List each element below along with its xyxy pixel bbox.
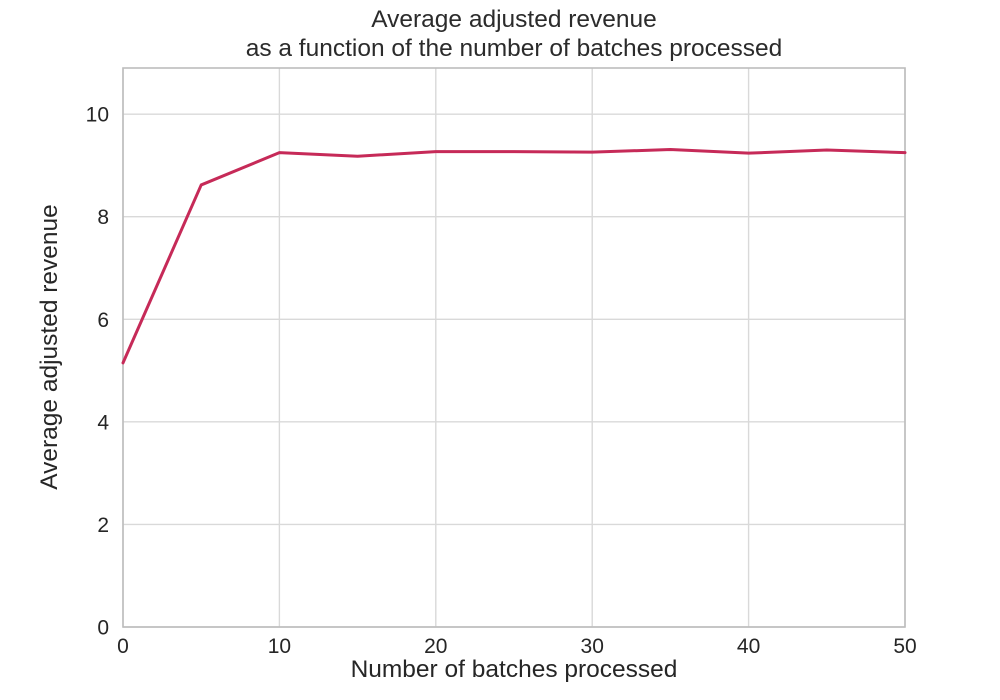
x-tick-label: 20 — [424, 635, 447, 658]
y-tick-label: 2 — [97, 514, 109, 537]
x-tick-label: 40 — [737, 635, 760, 658]
plot-area: 0 10 20 30 40 50 0 2 4 6 8 10 — [86, 67, 917, 658]
y-axis-label: Average adjusted revenue — [36, 204, 63, 490]
x-tick-label: 0 — [117, 635, 129, 658]
y-tick-label: 0 — [97, 617, 109, 640]
y-tick-label: 8 — [97, 206, 109, 229]
y-tick-label: 6 — [97, 309, 109, 332]
x-axis-label: Number of batches processed — [351, 656, 678, 683]
x-tick-label: 10 — [268, 635, 291, 658]
y-tick-label: 10 — [86, 104, 109, 127]
revenue-line — [121, 148, 907, 365]
chart-title-line-2: as a function of the number of batches p… — [246, 35, 783, 62]
y-tick-label: 4 — [97, 411, 109, 434]
chart-title-line-1: Average adjusted revenue — [371, 6, 657, 33]
x-tick-label: 30 — [581, 635, 604, 658]
plot-border — [122, 67, 906, 628]
x-tick-label: 50 — [893, 635, 916, 658]
